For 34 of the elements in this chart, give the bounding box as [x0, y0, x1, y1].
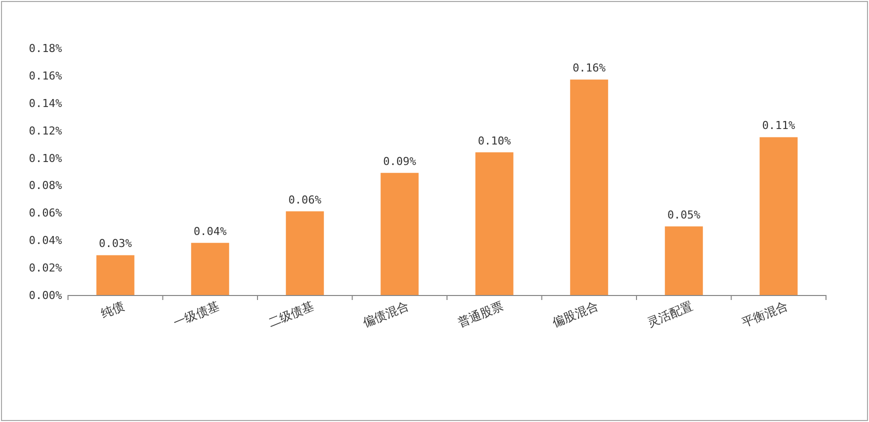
y-tick-label: 0.14% [28, 96, 62, 110]
x-tick-label: 偏债混合 [361, 298, 411, 330]
bar [475, 152, 514, 295]
y-tick-label: 0.00% [28, 289, 62, 302]
data-label: 0.10% [478, 134, 512, 148]
y-tick-label: 0.10% [28, 152, 62, 165]
bar [286, 211, 324, 295]
bar [96, 255, 134, 295]
y-tick-label: 0.02% [28, 262, 62, 275]
bar [760, 137, 798, 295]
x-tick-label: 二级债基 [266, 298, 316, 330]
x-tick-label: 纯债 [99, 298, 126, 321]
data-label: 0.04% [194, 224, 228, 238]
y-tick-label: 0.12% [28, 124, 62, 138]
x-tick-label: 偏股混合 [550, 298, 600, 330]
y-tick-label: 0.06% [28, 206, 62, 220]
x-tick-label: 一级债基 [172, 298, 222, 330]
y-tick-label: 0.16% [28, 69, 62, 82]
x-tick-label: 普通股票 [456, 298, 506, 330]
bar [664, 226, 703, 295]
bar [191, 242, 230, 295]
x-tick-label: 平衡混合 [740, 298, 790, 330]
bar [380, 172, 419, 295]
y-tick-label: 0.08% [28, 179, 62, 192]
data-label: 0.03% [98, 237, 132, 250]
data-label: 0.09% [383, 154, 417, 168]
data-label: 0.16% [572, 62, 606, 75]
y-tick-label: 0.18% [28, 42, 62, 55]
x-tick-label: 灵活配置 [645, 298, 695, 330]
data-label: 0.06% [288, 193, 322, 206]
data-label: 0.11% [762, 119, 796, 132]
bar [570, 80, 608, 295]
y-tick-label: 0.04% [28, 234, 62, 248]
data-label: 0.05% [667, 208, 701, 222]
